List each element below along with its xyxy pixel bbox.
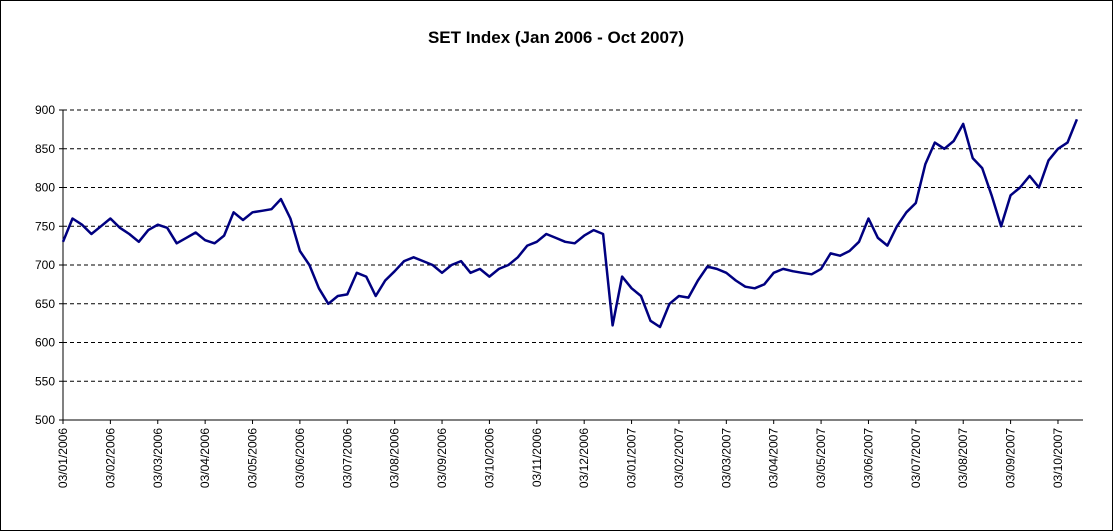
x-tick-label: 03/01/2007 xyxy=(625,428,639,488)
x-tick-label: 03/03/2007 xyxy=(719,428,733,488)
y-tick-label: 700 xyxy=(35,258,55,272)
x-tick-label: 03/09/2007 xyxy=(1004,428,1018,488)
x-tick-label: 03/08/2006 xyxy=(388,428,402,488)
x-tick-label: 03/10/2007 xyxy=(1051,428,1065,488)
x-tick-label: 03/08/2007 xyxy=(956,428,970,488)
y-tick-label: 750 xyxy=(35,219,55,233)
x-tick-label: 03/07/2007 xyxy=(909,428,923,488)
y-tick-label: 850 xyxy=(35,142,55,156)
x-tick-label: 03/11/2006 xyxy=(530,428,544,487)
y-tick-label: 650 xyxy=(35,297,55,311)
x-tick-label: 03/01/2006 xyxy=(56,428,70,488)
x-tick-label: 03/05/2007 xyxy=(814,428,828,488)
x-tick-label: 03/12/2006 xyxy=(577,428,591,488)
y-tick-label: 800 xyxy=(35,181,55,195)
series-line xyxy=(61,118,1079,329)
x-tick-label: 03/04/2007 xyxy=(767,428,781,488)
x-tick-label: 03/04/2006 xyxy=(198,428,212,488)
x-tick-label: 03/09/2006 xyxy=(435,428,449,488)
y-tick-label: 900 xyxy=(35,103,55,117)
chart-title: SET Index (Jan 2006 - Oct 2007) xyxy=(428,28,684,47)
x-tick-label: 03/02/2006 xyxy=(103,428,117,488)
x-tick-label: 03/06/2007 xyxy=(861,428,875,488)
y-tick-label: 500 xyxy=(35,413,55,427)
x-tick-label: 03/06/2006 xyxy=(293,428,307,488)
x-tick-label: 03/05/2006 xyxy=(246,428,260,488)
x-tick-label: 03/02/2007 xyxy=(672,428,686,488)
x-tick-label: 03/10/2006 xyxy=(482,428,496,488)
y-tick-label: 600 xyxy=(35,336,55,350)
x-tick-label: 03/07/2006 xyxy=(340,428,354,488)
x-tick-label: 03/03/2006 xyxy=(151,428,165,488)
y-tick-label: 550 xyxy=(35,374,55,388)
